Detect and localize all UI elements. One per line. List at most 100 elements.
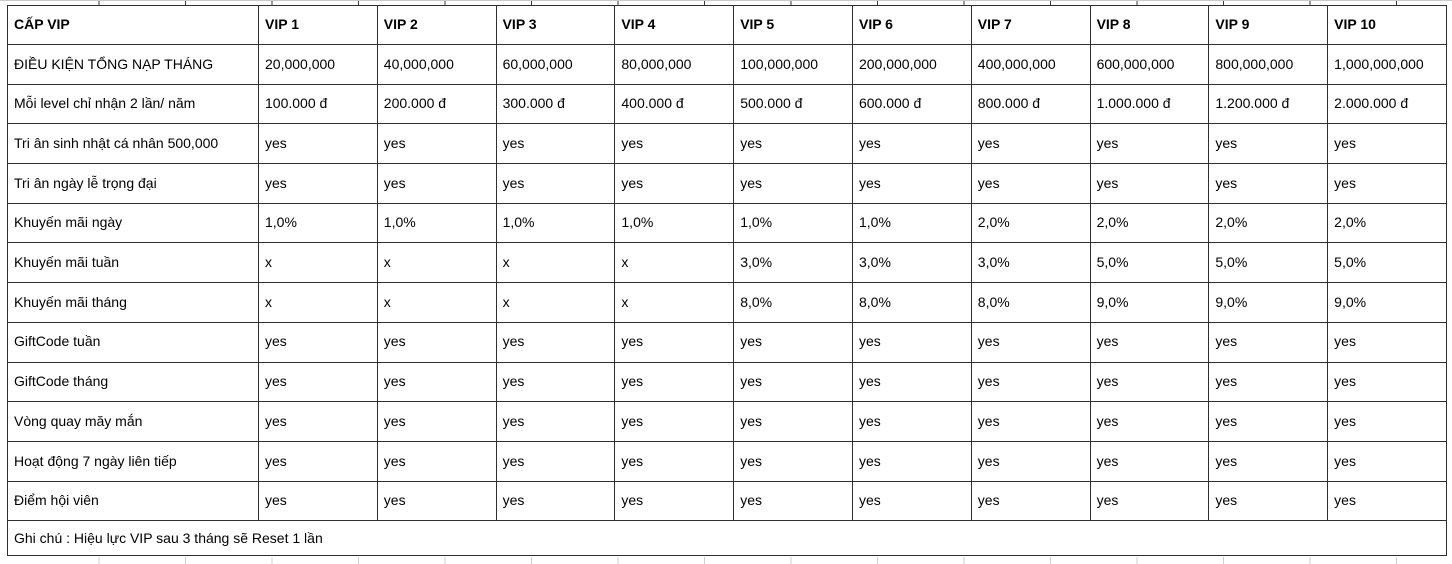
value-cell[interactable]: yes [614,361,735,403]
value-cell[interactable]: 5,0% [1327,242,1447,284]
value-cell[interactable]: 1,0% [851,202,972,244]
value-cell[interactable]: 2,0% [1208,202,1329,244]
value-cell[interactable]: yes [733,480,853,522]
value-cell[interactable]: yes [1327,440,1447,482]
value-cell[interactable]: yes [1089,321,1210,363]
value-cell[interactable]: x [376,242,497,284]
value-cell[interactable]: 80,000,000 [614,44,735,85]
row-label-cell[interactable]: Mỗi level chỉ nhận 2 lần/ năm [7,83,259,125]
row-label-cell[interactable]: Điểm hội viên [7,480,259,522]
header-cell-vip1[interactable]: VIP 1 [258,5,378,45]
value-cell[interactable]: yes [376,361,497,403]
value-cell[interactable]: yes [376,321,497,363]
value-cell[interactable]: yes [1327,163,1447,204]
value-cell[interactable]: 300.000 đ [495,83,616,125]
value-cell[interactable]: yes [258,361,378,403]
value-cell[interactable]: 20,000,000 [258,44,378,85]
value-cell[interactable]: yes [614,321,735,363]
value-cell[interactable]: x [258,242,378,284]
value-cell[interactable]: yes [1089,123,1210,165]
value-cell[interactable]: x [258,282,378,323]
value-cell[interactable]: yes [851,401,972,442]
row-label-cell[interactable]: Khuyến mãi ngày [7,202,259,244]
row-label-cell[interactable]: Khuyến mãi tháng [7,282,259,323]
value-cell[interactable]: yes [1089,401,1210,442]
value-cell[interactable]: yes [495,361,616,403]
value-cell[interactable]: yes [614,123,735,165]
value-cell[interactable]: yes [733,361,853,403]
value-cell[interactable]: yes [495,440,616,482]
value-cell[interactable]: yes [1208,440,1329,482]
value-cell[interactable]: yes [1327,123,1447,165]
value-cell[interactable]: yes [495,401,616,442]
value-cell[interactable]: 100,000,000 [733,44,853,85]
value-cell[interactable]: 40,000,000 [376,44,497,85]
header-cell-vip9[interactable]: VIP 9 [1208,5,1329,45]
value-cell[interactable]: yes [851,123,972,165]
value-cell[interactable]: 200.000 đ [376,83,497,125]
value-cell[interactable]: yes [1089,163,1210,204]
value-cell[interactable]: yes [851,440,972,482]
header-cell-vip7[interactable]: VIP 7 [970,5,1091,45]
value-cell[interactable]: yes [1327,361,1447,403]
value-cell[interactable]: 800,000,000 [1208,44,1329,85]
value-cell[interactable]: 400,000,000 [970,44,1091,85]
value-cell[interactable]: yes [376,440,497,482]
value-cell[interactable]: yes [258,123,378,165]
value-cell[interactable]: yes [376,163,497,204]
row-label-cell[interactable]: Vòng quay măy mắn [7,401,259,442]
value-cell[interactable]: x [614,242,735,284]
header-cell-vip5[interactable]: VIP 5 [733,5,853,45]
value-cell[interactable]: yes [970,321,1091,363]
value-cell[interactable]: 9,0% [1208,282,1329,323]
row-label-cell[interactable]: Tri ân ngày lễ trọng đại [7,163,259,204]
value-cell[interactable]: x [495,242,616,284]
value-cell[interactable]: yes [970,440,1091,482]
value-cell[interactable]: 8,0% [970,282,1091,323]
value-cell[interactable]: yes [614,480,735,522]
value-cell[interactable]: 1,0% [258,202,378,244]
value-cell[interactable]: yes [970,163,1091,204]
value-cell[interactable]: yes [970,123,1091,165]
value-cell[interactable]: yes [733,401,853,442]
row-label-cell[interactable]: GiftCode tuần [7,321,259,363]
value-cell[interactable]: 2,0% [970,202,1091,244]
value-cell[interactable]: yes [733,123,853,165]
value-cell[interactable]: yes [1208,401,1329,442]
header-cell-vip4[interactable]: VIP 4 [614,5,735,45]
row-label-cell[interactable]: Hoạt động 7 ngày liên tiếp [7,440,259,482]
value-cell[interactable]: yes [614,440,735,482]
value-cell[interactable]: 5,0% [1089,242,1210,284]
row-label-cell[interactable]: Tri ân sinh nhật cá nhân 500,000 [7,123,259,165]
value-cell[interactable]: 8,0% [851,282,972,323]
value-cell[interactable]: yes [1327,401,1447,442]
value-cell[interactable]: 1,0% [733,202,853,244]
value-cell[interactable]: yes [258,480,378,522]
header-cell-vip6[interactable]: VIP 6 [851,5,972,45]
value-cell[interactable]: yes [851,321,972,363]
value-cell[interactable]: 1.200.000 đ [1208,83,1329,125]
value-cell[interactable]: x [376,282,497,323]
value-cell[interactable]: yes [1208,361,1329,403]
value-cell[interactable]: 8,0% [733,282,853,323]
value-cell[interactable]: x [614,282,735,323]
value-cell[interactable]: yes [851,163,972,204]
row-label-cell[interactable]: Khuyến mãi tuần [7,242,259,284]
value-cell[interactable]: 600,000,000 [1089,44,1210,85]
value-cell[interactable]: 1,0% [376,202,497,244]
header-cell-vip10[interactable]: VIP 10 [1327,5,1447,45]
value-cell[interactable]: yes [1327,480,1447,522]
value-cell[interactable]: yes [851,480,972,522]
value-cell[interactable]: yes [1327,321,1447,363]
value-cell[interactable]: x [495,282,616,323]
row-label-cell[interactable]: ĐIỀU KIỆN TỔNG NẠP THÁNG [7,44,259,85]
row-label-cell[interactable]: GiftCode tháng [7,361,259,403]
header-cell-vip8[interactable]: VIP 8 [1089,5,1210,45]
value-cell[interactable]: 3,0% [970,242,1091,284]
value-cell[interactable]: yes [851,361,972,403]
value-cell[interactable]: yes [614,401,735,442]
value-cell[interactable]: yes [970,361,1091,403]
value-cell[interactable]: yes [1208,480,1329,522]
value-cell[interactable]: yes [258,401,378,442]
value-cell[interactable]: 3,0% [733,242,853,284]
